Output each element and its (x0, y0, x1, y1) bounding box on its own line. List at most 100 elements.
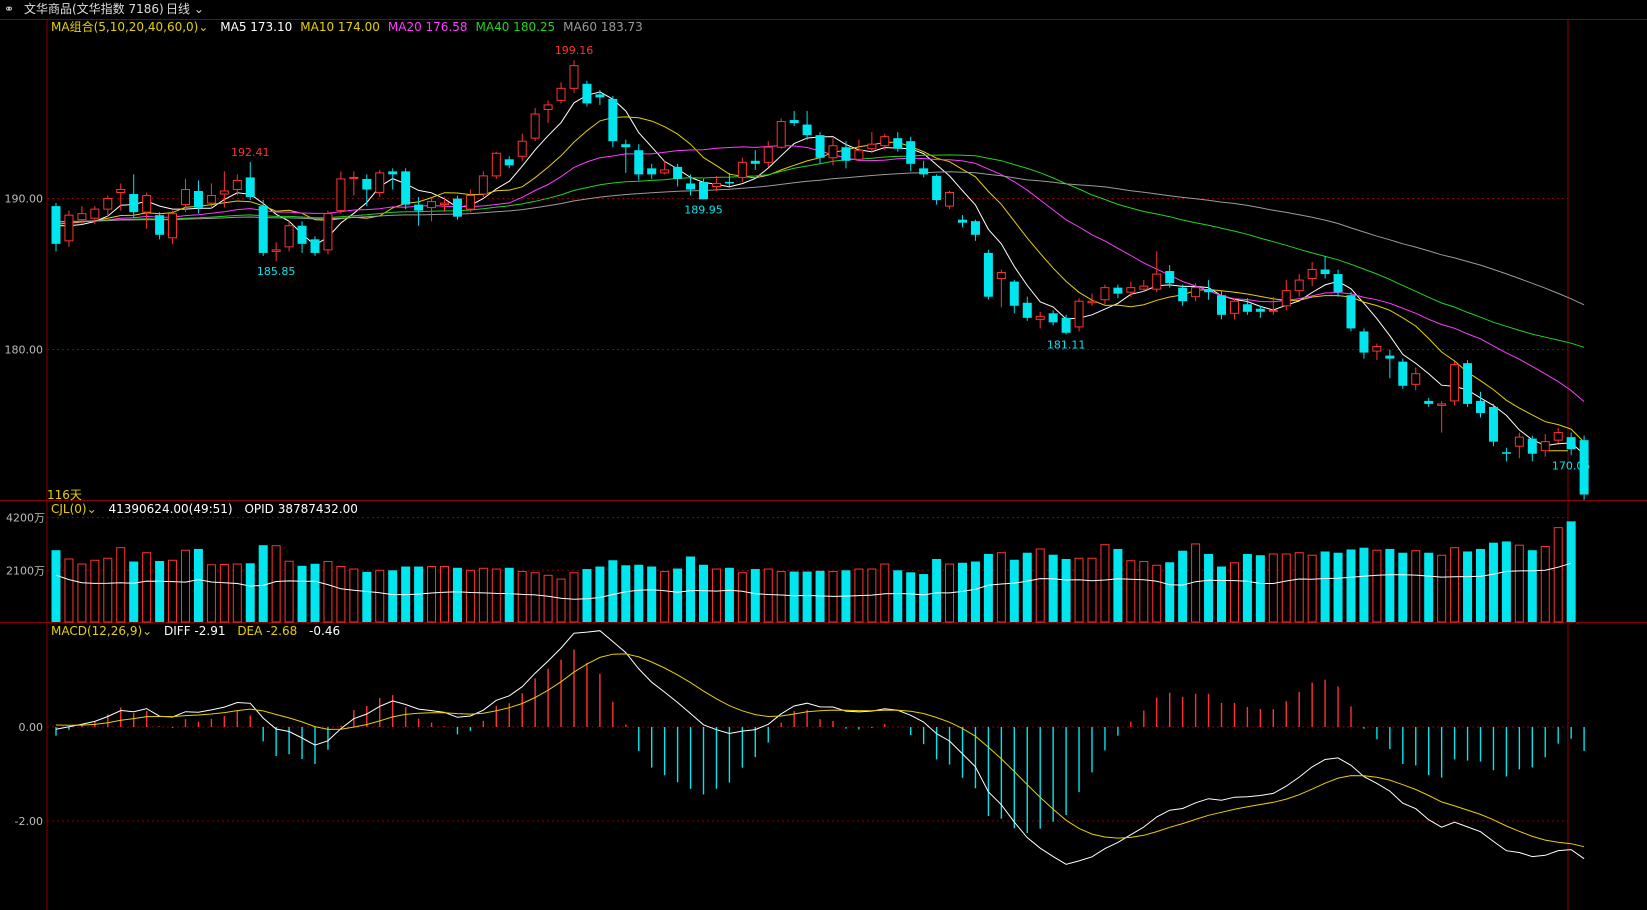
ma-group-label[interactable]: MA组合(5,10,20,40,60,0) (51, 20, 199, 34)
candle (103, 195, 113, 217)
price-pane[interactable]: MA组合(5,10,20,40,60,0)⌄ MA5 173.10 MA10 17… (0, 20, 1647, 502)
candle-body (1100, 287, 1110, 301)
volume-bar (1074, 557, 1084, 623)
volume-bar (530, 572, 540, 623)
candle-body (776, 121, 786, 148)
candle-body (1501, 452, 1511, 454)
chevron-down-icon[interactable]: ⌄ (142, 624, 153, 638)
cjl-label[interactable]: CJL(0) (51, 502, 87, 516)
candle (1087, 293, 1097, 306)
candle-body (1346, 295, 1356, 329)
macd-pane[interactable]: MACD(12,26,9)⌄ DIFF -2.91 DEA -2.68 -0.4… (0, 624, 1647, 910)
candle (1450, 361, 1460, 406)
ma10-line (55, 116, 1585, 443)
volume-bar (1359, 547, 1369, 622)
extreme-price-label: 192.41 (231, 146, 270, 159)
candle (763, 141, 773, 167)
candle-body (634, 150, 644, 175)
volume-bar (271, 545, 281, 623)
candle-body (517, 140, 527, 157)
candle-body (206, 195, 216, 204)
volume-bar (880, 563, 890, 623)
volume-bar (776, 571, 786, 623)
volume-bar (349, 568, 359, 623)
volume-bar (647, 566, 657, 622)
candle (116, 183, 126, 211)
candle-body (77, 213, 87, 221)
candle-body (232, 179, 242, 190)
link-icon[interactable]: ⚭ (4, 2, 15, 16)
chevron-down-icon[interactable]: ⌄ (86, 502, 97, 516)
volume-bar (258, 545, 268, 622)
volume-bar (673, 568, 683, 622)
contract-title[interactable]: 文华商品(文华指数 7186) (24, 2, 164, 16)
candle-body (427, 201, 437, 209)
candle-body (673, 166, 683, 179)
candle-body (310, 239, 320, 253)
candle (932, 174, 942, 205)
candle-body (1307, 269, 1317, 280)
candle (1385, 349, 1395, 379)
candle-body (789, 120, 799, 124)
candle (543, 100, 553, 124)
candle (245, 162, 255, 201)
volume-bar (478, 567, 488, 623)
volume-bar (64, 558, 74, 623)
candle-body (543, 104, 553, 110)
volume-bar (724, 567, 734, 622)
volume-bar (440, 566, 449, 623)
candle-body (103, 198, 113, 210)
candle-body (711, 182, 721, 187)
candle-body (1424, 400, 1434, 404)
candle (1294, 274, 1304, 297)
candle-body (699, 181, 708, 200)
candle-body (323, 213, 333, 251)
candle-body (621, 144, 631, 148)
candle (556, 82, 566, 104)
volume-bar (1165, 562, 1175, 622)
chevron-down-icon[interactable]: ⌄ (198, 20, 209, 34)
volume-bar (1229, 562, 1239, 623)
candle (452, 195, 462, 220)
period-label: 日线 (166, 2, 191, 16)
volume-bar (1217, 566, 1226, 622)
diff-value: DIFF -2.91 (164, 624, 226, 638)
volume-value: 41390624.00(49:51) (108, 502, 233, 516)
candle-body (116, 188, 126, 194)
candle-body (893, 138, 903, 149)
volume-bar (1035, 548, 1045, 623)
candle-body (504, 159, 514, 166)
volume-bar (129, 561, 139, 622)
candle-body (815, 135, 825, 158)
candle (77, 206, 87, 225)
candle (1281, 280, 1291, 311)
candle (608, 95, 618, 148)
extreme-price-label: 181.11 (1047, 338, 1086, 351)
candle-body (1294, 279, 1304, 292)
volume-bar (634, 564, 644, 622)
candle (1152, 251, 1162, 293)
volume-bar (1307, 554, 1317, 623)
candle-body (452, 198, 462, 217)
volume-bar (789, 571, 799, 622)
candle (1398, 358, 1408, 389)
candle-body (932, 175, 942, 201)
period-selector[interactable]: 日线 ⌄ (166, 0, 204, 19)
extreme-price-label: 189.95 (684, 203, 723, 216)
candle-body (1579, 440, 1589, 495)
candle (828, 138, 838, 166)
candle (232, 174, 242, 196)
candle (1074, 298, 1084, 332)
candle (983, 249, 993, 300)
volume-bar (582, 569, 592, 622)
candle (1424, 397, 1434, 407)
volume-bar (932, 558, 942, 622)
volume-bar (517, 571, 527, 623)
volume-bar (543, 574, 553, 623)
volume-bar (232, 563, 242, 623)
candle-body (401, 171, 411, 205)
candle-body (1074, 300, 1084, 328)
candle-body (1437, 403, 1447, 406)
volume-pane[interactable]: CJL(0)⌄ 41390624.00(49:51) OPID 38787432… (0, 502, 1647, 623)
macd-label[interactable]: MACD(12,26,9) (51, 624, 143, 638)
